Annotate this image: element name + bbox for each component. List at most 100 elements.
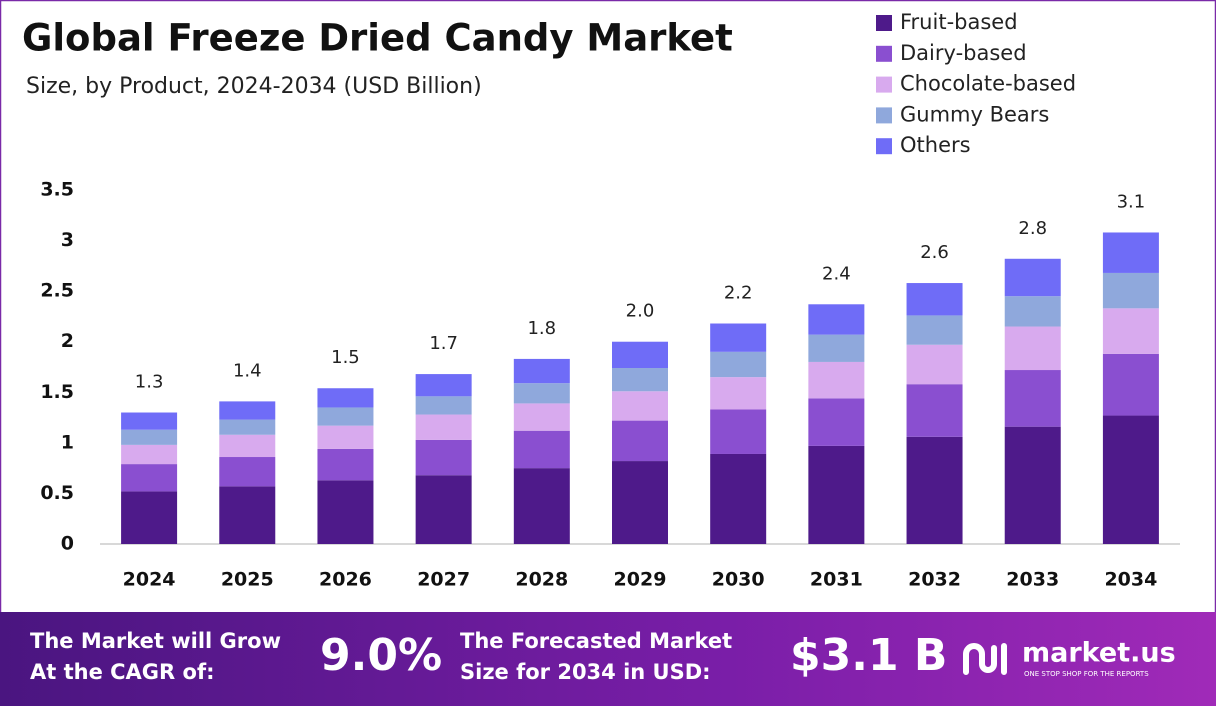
brand-name: market.us: [1022, 638, 1176, 669]
bar-segment: [1004, 296, 1061, 327]
total-label: 2.8: [1018, 218, 1047, 239]
market-size: $3.1 B: [790, 630, 947, 681]
bar-segment: [808, 445, 865, 544]
bar-segment: [317, 448, 374, 481]
bar-segment: [906, 315, 963, 345]
x-tick-label: 2024: [123, 569, 176, 591]
legend-swatch: [876, 138, 892, 155]
bar-segment: [710, 409, 767, 454]
legend-label: Gummy Bears: [900, 102, 1049, 126]
bar-segment: [612, 368, 668, 392]
bar-segment: [612, 391, 668, 421]
legend-label: Others: [900, 133, 971, 157]
total-label: 2.4: [822, 263, 851, 284]
total-label: 2.6: [920, 242, 949, 263]
chart-title: Global Freeze Dried Candy Market: [22, 17, 733, 60]
bar-segment: [415, 439, 472, 476]
total-label: 1.8: [527, 318, 556, 339]
x-tick-label: 2026: [319, 569, 372, 591]
brand-tagline: ONE STOP SHOP FOR THE REPORTS: [1024, 670, 1149, 678]
bar-segment: [906, 436, 963, 544]
bar-segment: [415, 475, 472, 544]
bar-segment: [808, 304, 865, 335]
legend-label: Fruit-based: [900, 10, 1018, 34]
footer-text: The Market will Grow: [30, 629, 281, 653]
bar-segment: [219, 419, 276, 435]
bar-segment: [415, 374, 472, 397]
bar-segment: [513, 403, 570, 431]
total-label: 1.7: [429, 333, 458, 354]
x-tick-label: 2033: [1006, 569, 1059, 591]
total-label: 2.0: [626, 301, 655, 322]
y-tick-label: 0: [61, 533, 74, 555]
bar-segment: [1102, 415, 1159, 544]
bar-segment: [121, 429, 178, 445]
y-tick-label: 3.5: [40, 179, 74, 201]
cagr-value: 9.0%: [320, 630, 442, 681]
bar-segment: [808, 361, 865, 399]
legend-swatch: [876, 15, 892, 31]
x-tick-label: 2032: [908, 569, 961, 591]
x-tick-label: 2028: [515, 569, 568, 591]
bar-segment: [1102, 232, 1159, 273]
total-label: 1.5: [331, 347, 360, 368]
bar-segment: [219, 457, 276, 487]
y-tick-label: 0.5: [40, 482, 74, 504]
legend-label: Chocolate-based: [900, 72, 1076, 96]
bar-segment: [121, 464, 178, 492]
bar-segment: [317, 407, 374, 426]
bar-segment: [1004, 370, 1061, 427]
bar-segment: [1102, 308, 1159, 354]
legend-label: Dairy-based: [900, 41, 1027, 65]
footer-text: At the CAGR of:: [30, 660, 215, 684]
bar-segment: [317, 425, 374, 449]
bar-segment: [513, 468, 570, 544]
x-tick-label: 2025: [221, 569, 274, 591]
bar-segment: [1004, 426, 1061, 544]
x-tick-label: 2030: [712, 569, 765, 591]
brand-logo: [963, 643, 1007, 675]
bar-segment: [1102, 353, 1159, 416]
bar-segment: [513, 430, 570, 469]
bar-segment: [710, 351, 767, 378]
bar-segment: [808, 398, 865, 446]
bar-segment: [612, 341, 668, 369]
footer-text: The Forecasted Market: [460, 629, 732, 653]
x-tick-label: 2027: [417, 569, 470, 591]
bar-segment: [415, 414, 472, 440]
bar-segment: [513, 383, 570, 404]
bar-segment: [513, 358, 570, 384]
y-tick-label: 2: [61, 330, 74, 352]
bar-segment: [1004, 326, 1061, 371]
legend-swatch: [876, 107, 892, 124]
bar-segment: [415, 396, 472, 415]
bar-segment: [121, 444, 178, 465]
total-label: 1.4: [233, 360, 262, 381]
bar-segment: [219, 434, 276, 458]
bar-segment: [808, 334, 865, 362]
bar-segment: [1102, 272, 1159, 309]
legend-swatch: [876, 76, 892, 93]
footer-banner: [0, 612, 1216, 706]
bar-segment: [219, 401, 276, 420]
chart-subtitle: Size, by Product, 2024-2034 (USD Billion…: [26, 74, 482, 99]
bar-segment: [906, 384, 963, 437]
x-tick-label: 2029: [614, 569, 667, 591]
total-label: 1.3: [135, 372, 164, 393]
y-tick-label: 3: [61, 229, 74, 251]
total-label: 2.2: [724, 283, 753, 304]
y-tick-label: 1: [61, 431, 74, 453]
y-tick-label: 2.5: [40, 280, 74, 302]
bar-segment: [612, 461, 668, 544]
legend-swatch: [876, 45, 892, 62]
bar-segment: [710, 453, 767, 544]
x-tick-label: 2034: [1104, 569, 1157, 591]
bar-segment: [906, 283, 963, 316]
total-label: 3.1: [1117, 191, 1146, 212]
bar-segment: [121, 491, 178, 544]
bar-segment: [710, 323, 767, 352]
bar-segment: [219, 486, 276, 544]
bar-segment: [906, 344, 963, 385]
